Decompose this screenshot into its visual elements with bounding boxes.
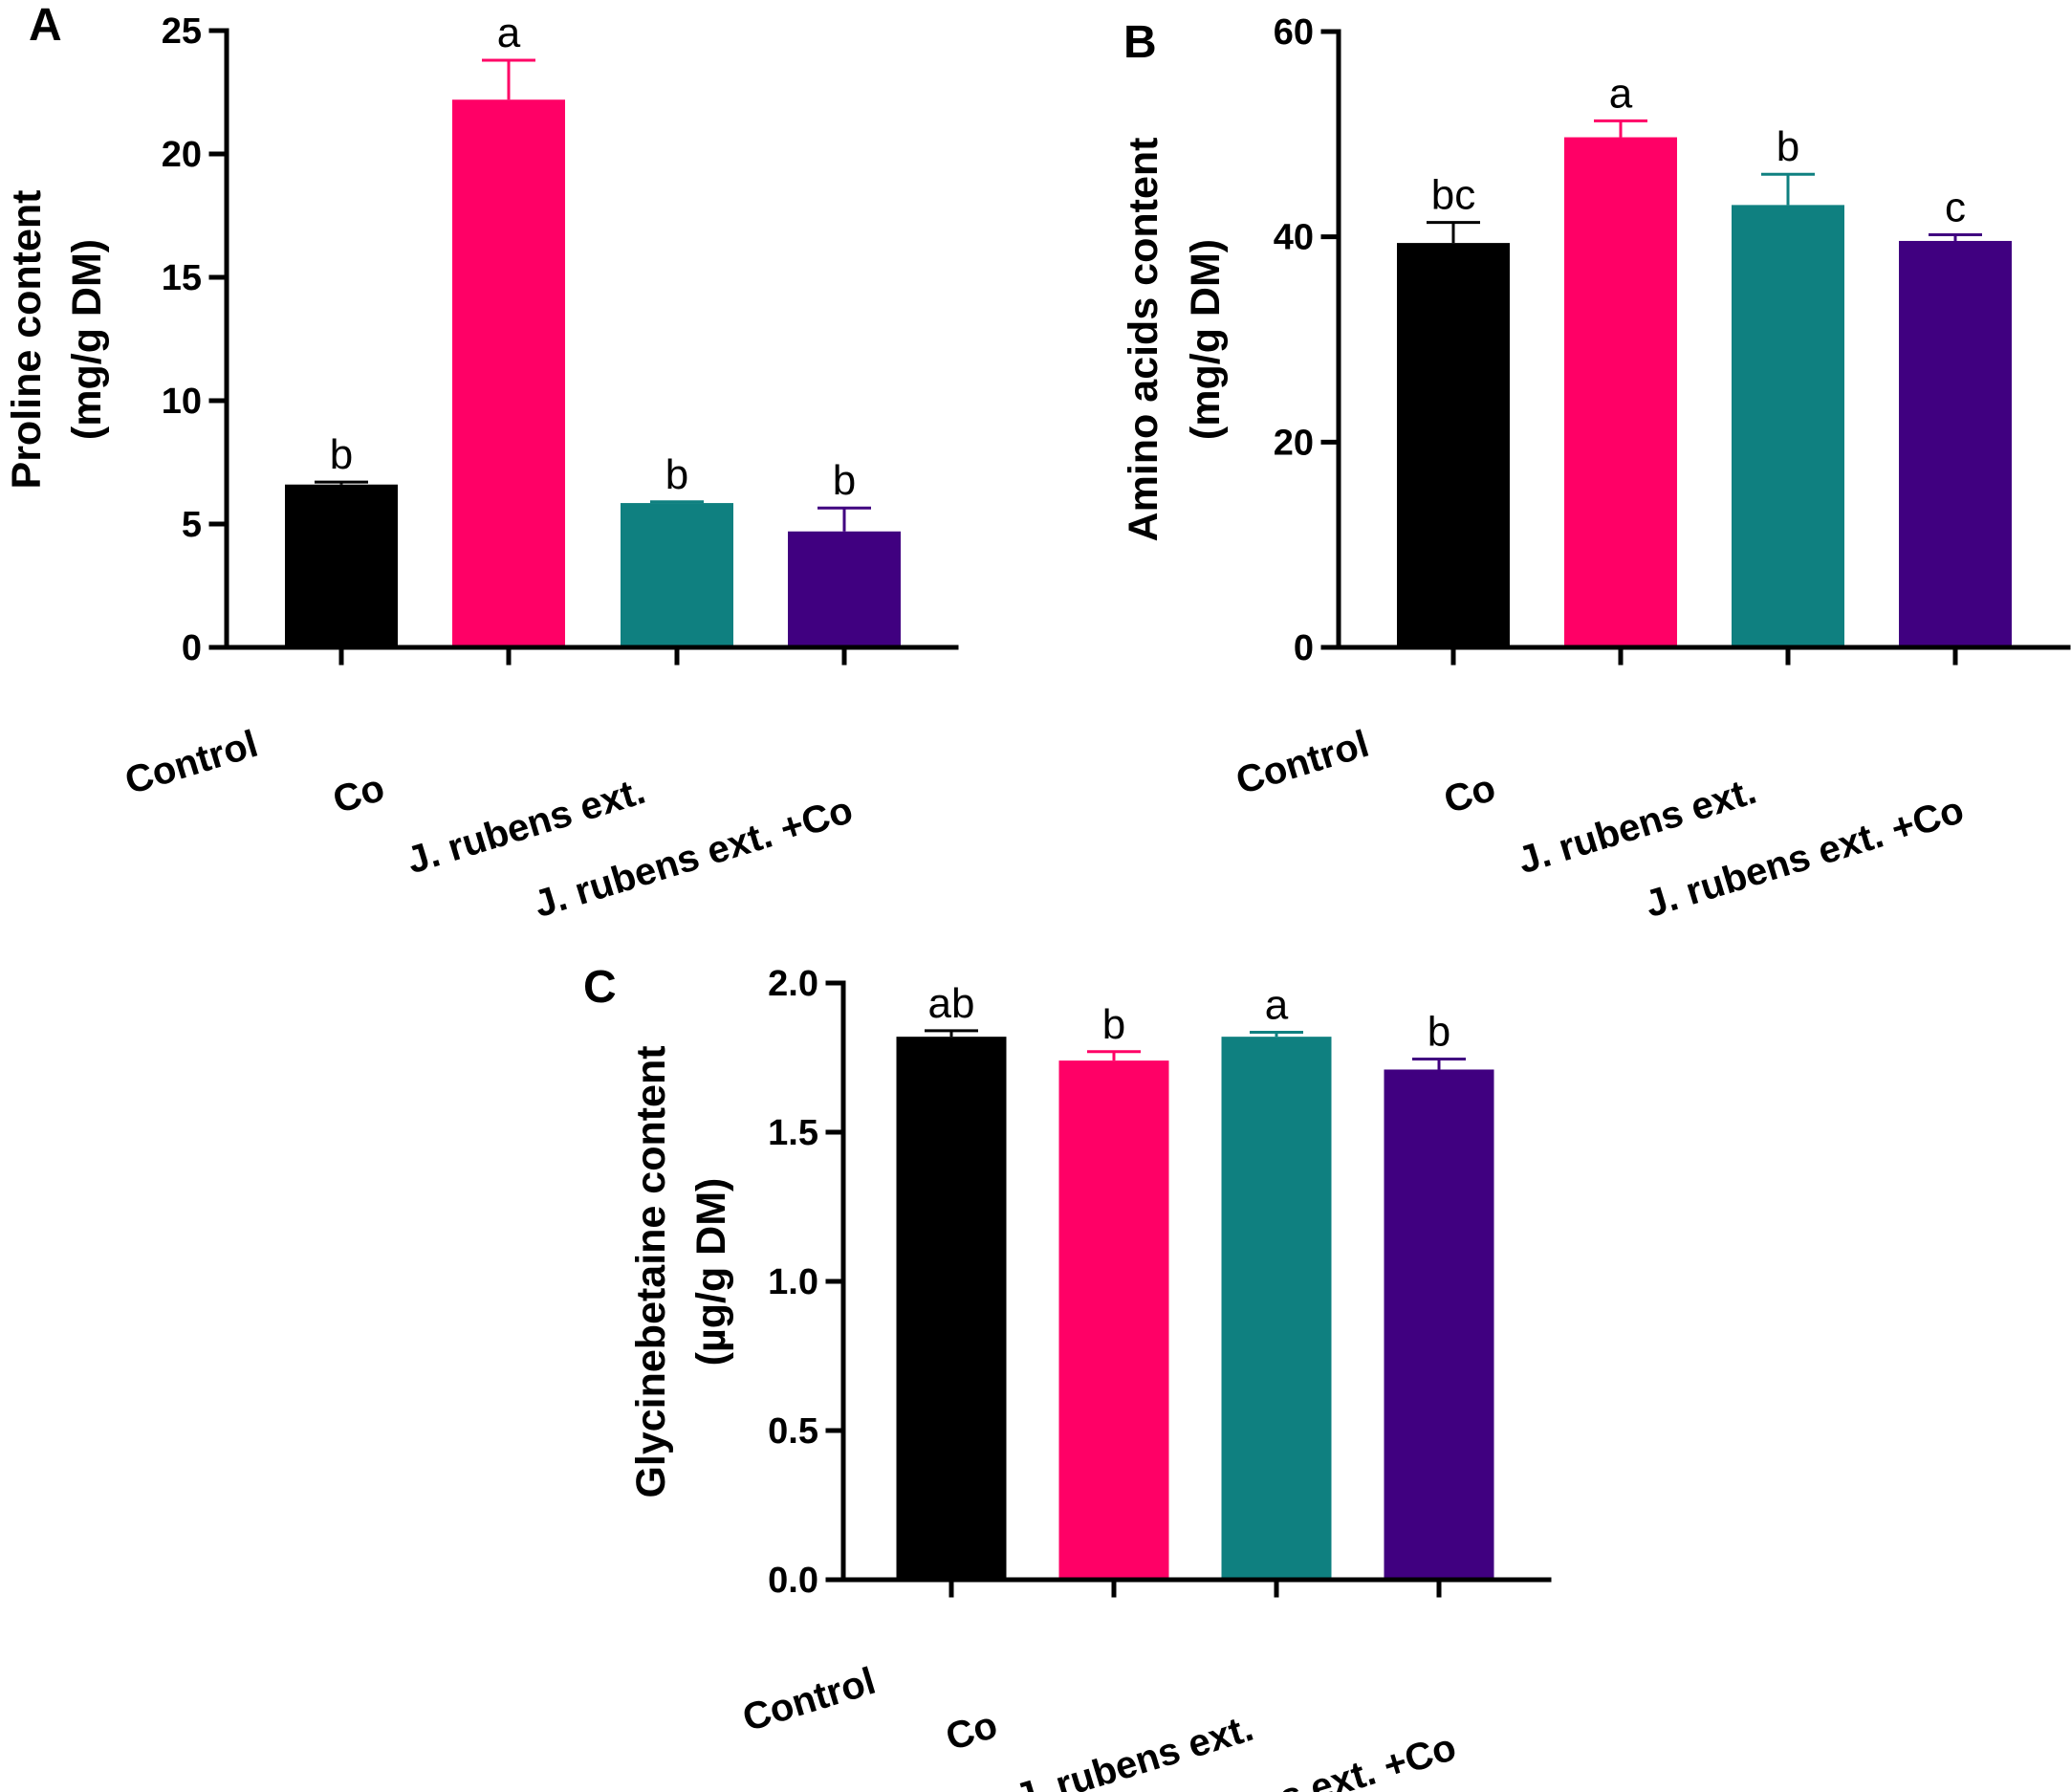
significance-letter: b: [665, 451, 688, 498]
bar: [1564, 137, 1677, 647]
significance-letter: b: [833, 457, 856, 504]
significance-letter: ab: [928, 980, 975, 1027]
bar: [1397, 243, 1510, 647]
significance-letter: c: [1945, 185, 1966, 231]
panel-a: A Proline content (mg/g DM) b a b b 0 5 10 15 20 25 C…: [4, 0, 959, 926]
y-tick-label: 0: [1294, 628, 1314, 668]
y-tick-label: 1.0: [768, 1262, 818, 1302]
bar: [1732, 205, 1844, 648]
bar: [1221, 1037, 1332, 1580]
significance-letter: a: [1609, 70, 1633, 117]
x-category-label: Co: [1439, 767, 1500, 822]
y-tick-label: 0: [182, 628, 202, 668]
bar: [788, 531, 901, 647]
y-tick-label: 15: [162, 258, 202, 298]
y-tick-label: 25: [162, 11, 202, 52]
x-category-label: Control: [120, 723, 263, 803]
y-tick-label: 0.5: [768, 1411, 818, 1452]
y-axis-title-units: (mg/g DM): [1183, 239, 1229, 440]
y-tick-label: 20: [1274, 423, 1314, 463]
bar: [452, 99, 565, 648]
y-axis-title: Amino acids content: [1121, 138, 1166, 542]
x-category-label: Co: [941, 1704, 1002, 1759]
significance-letter: b: [1428, 1009, 1450, 1056]
significance-letter: b: [1102, 1001, 1125, 1048]
y-axis-title: Proline content: [4, 190, 50, 490]
significance-letter: b: [1777, 123, 1799, 170]
y-tick-label: 10: [162, 382, 202, 422]
x-category-label: Control: [1232, 723, 1374, 803]
panel-letter: B: [1123, 17, 1157, 68]
y-tick-label: 20: [162, 135, 202, 175]
panel-letter: C: [583, 962, 617, 1013]
y-tick-label: 1.5: [768, 1113, 818, 1153]
significance-letter: bc: [1431, 172, 1475, 219]
x-category-label: Control: [738, 1660, 881, 1740]
x-category-label: J. rubens ext.: [1010, 1707, 1257, 1792]
bar: [1058, 1060, 1169, 1580]
y-tick-label: 5: [182, 505, 202, 545]
y-tick-label: 0.0: [768, 1561, 818, 1601]
panel-letter: A: [29, 0, 62, 51]
bar: [621, 503, 733, 647]
bar: [896, 1037, 1007, 1580]
y-tick-label: 2.0: [768, 964, 818, 1004]
y-axis-title: Glycinebetaine content: [628, 1045, 674, 1497]
bar: [285, 484, 398, 647]
significance-letter: a: [1265, 981, 1289, 1028]
x-category-label: Co: [328, 767, 389, 822]
y-tick-label: 40: [1274, 218, 1314, 258]
bar: [1899, 240, 2012, 647]
significance-letter: a: [497, 10, 521, 56]
y-axis-title-units: (mg/g DM): [64, 239, 110, 440]
y-axis-title-units: (µg/g DM): [688, 1178, 734, 1366]
y-tick-label: 60: [1274, 12, 1314, 53]
bar: [1384, 1069, 1494, 1580]
significance-letter: b: [330, 431, 353, 478]
